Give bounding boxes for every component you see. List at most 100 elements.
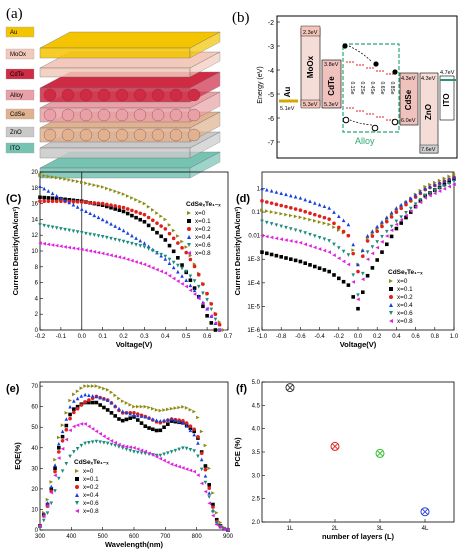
data-point — [155, 211, 159, 215]
x-tick-label: 0.0 — [354, 334, 363, 340]
layer-label: Alloy — [10, 93, 23, 99]
data-point — [214, 521, 219, 525]
data-point — [109, 400, 114, 405]
layer-stack: ITO ZnO CdSe Alloy CdTe MoOx Au — [5, 26, 221, 179]
data-point — [413, 202, 418, 207]
data-point — [303, 261, 307, 266]
data-point — [409, 206, 413, 211]
alloy-composition-label: 0.2Se — [359, 81, 365, 94]
data-point — [298, 208, 303, 213]
layer-top-face — [39, 31, 221, 49]
data-point — [188, 428, 193, 433]
data-point — [75, 404, 80, 409]
data-point — [163, 227, 168, 231]
atom-sphere — [169, 88, 183, 102]
data-point — [46, 199, 51, 204]
data-point — [169, 406, 174, 411]
data-point — [452, 179, 456, 184]
data-point — [337, 246, 341, 250]
data-point — [184, 284, 189, 289]
data-point — [188, 253, 193, 258]
data-point — [79, 422, 84, 426]
data-point — [120, 418, 125, 423]
data-point — [87, 384, 91, 388]
data-point — [79, 247, 84, 252]
data-point — [54, 175, 59, 180]
atom-sphere — [43, 128, 57, 142]
data-point — [351, 273, 355, 277]
data-point — [121, 228, 126, 233]
data-point — [142, 212, 147, 217]
legend-label: x=0 — [83, 468, 94, 475]
band-yticks: -2 -3 -4 -5 -6 -7 — [268, 20, 280, 147]
data-point — [187, 251, 191, 255]
data-point — [293, 228, 298, 233]
data-point — [207, 486, 211, 491]
data-point — [109, 438, 114, 443]
data-point — [147, 405, 151, 410]
data-point — [452, 175, 456, 180]
data-point — [50, 199, 55, 204]
data-point — [147, 426, 151, 430]
data-point — [53, 469, 57, 474]
layer-label: CdSe — [10, 112, 26, 118]
data-point — [138, 217, 143, 222]
data-point — [130, 258, 134, 263]
data-point — [120, 444, 125, 448]
data-point — [54, 193, 59, 198]
moox-cb-box — [300, 25, 321, 37]
data-point — [341, 218, 346, 223]
data-point — [192, 409, 196, 414]
data-point — [100, 185, 105, 189]
data-point — [134, 198, 138, 202]
cdte-vb-label: 5.3eV — [324, 102, 339, 108]
atom-sphere — [97, 108, 111, 122]
y-tick-label: 60 — [31, 405, 38, 411]
x-tick-label: 0.1 — [98, 334, 107, 340]
data-point — [135, 447, 140, 451]
y-axis-label: PCE (%) — [233, 437, 242, 467]
hole-marker — [342, 116, 350, 124]
data-point — [217, 322, 222, 327]
data-point — [308, 211, 312, 215]
data-point — [375, 258, 379, 262]
x-tick-label: -0.2 — [35, 334, 46, 340]
data-point — [50, 196, 55, 201]
data-point — [167, 231, 172, 236]
data-point — [211, 502, 215, 507]
data-point — [188, 424, 193, 428]
data-point — [102, 441, 106, 445]
y-tick-label: 0 — [35, 528, 39, 534]
data-point — [94, 384, 99, 388]
data-point — [60, 423, 65, 427]
data-point — [96, 184, 101, 188]
data-point — [49, 501, 54, 506]
data-point — [75, 406, 80, 411]
data-point — [192, 286, 197, 290]
data-point — [105, 204, 109, 209]
data-point — [134, 260, 138, 264]
data-point — [42, 173, 46, 178]
data-point — [222, 526, 227, 531]
legend-label: x=0.1 — [397, 286, 413, 293]
alloy-composition-label: 0.4Se — [369, 81, 375, 94]
data-point — [332, 253, 336, 258]
data-point — [196, 454, 200, 459]
data-point — [199, 457, 204, 462]
data-point — [54, 199, 59, 204]
atom-sphere — [151, 108, 165, 122]
x-tick-label: 700 — [160, 534, 171, 540]
data-point — [57, 441, 61, 446]
data-point — [399, 206, 404, 211]
data-point — [370, 229, 375, 233]
ito-level-label: 4.7eV — [440, 70, 455, 76]
data-point — [341, 229, 346, 234]
data-point — [346, 233, 351, 238]
data-point — [213, 312, 218, 317]
data-point — [151, 249, 155, 253]
data-point — [418, 198, 423, 202]
data-point — [166, 407, 170, 412]
data-point — [75, 493, 79, 497]
data-point — [394, 210, 399, 214]
